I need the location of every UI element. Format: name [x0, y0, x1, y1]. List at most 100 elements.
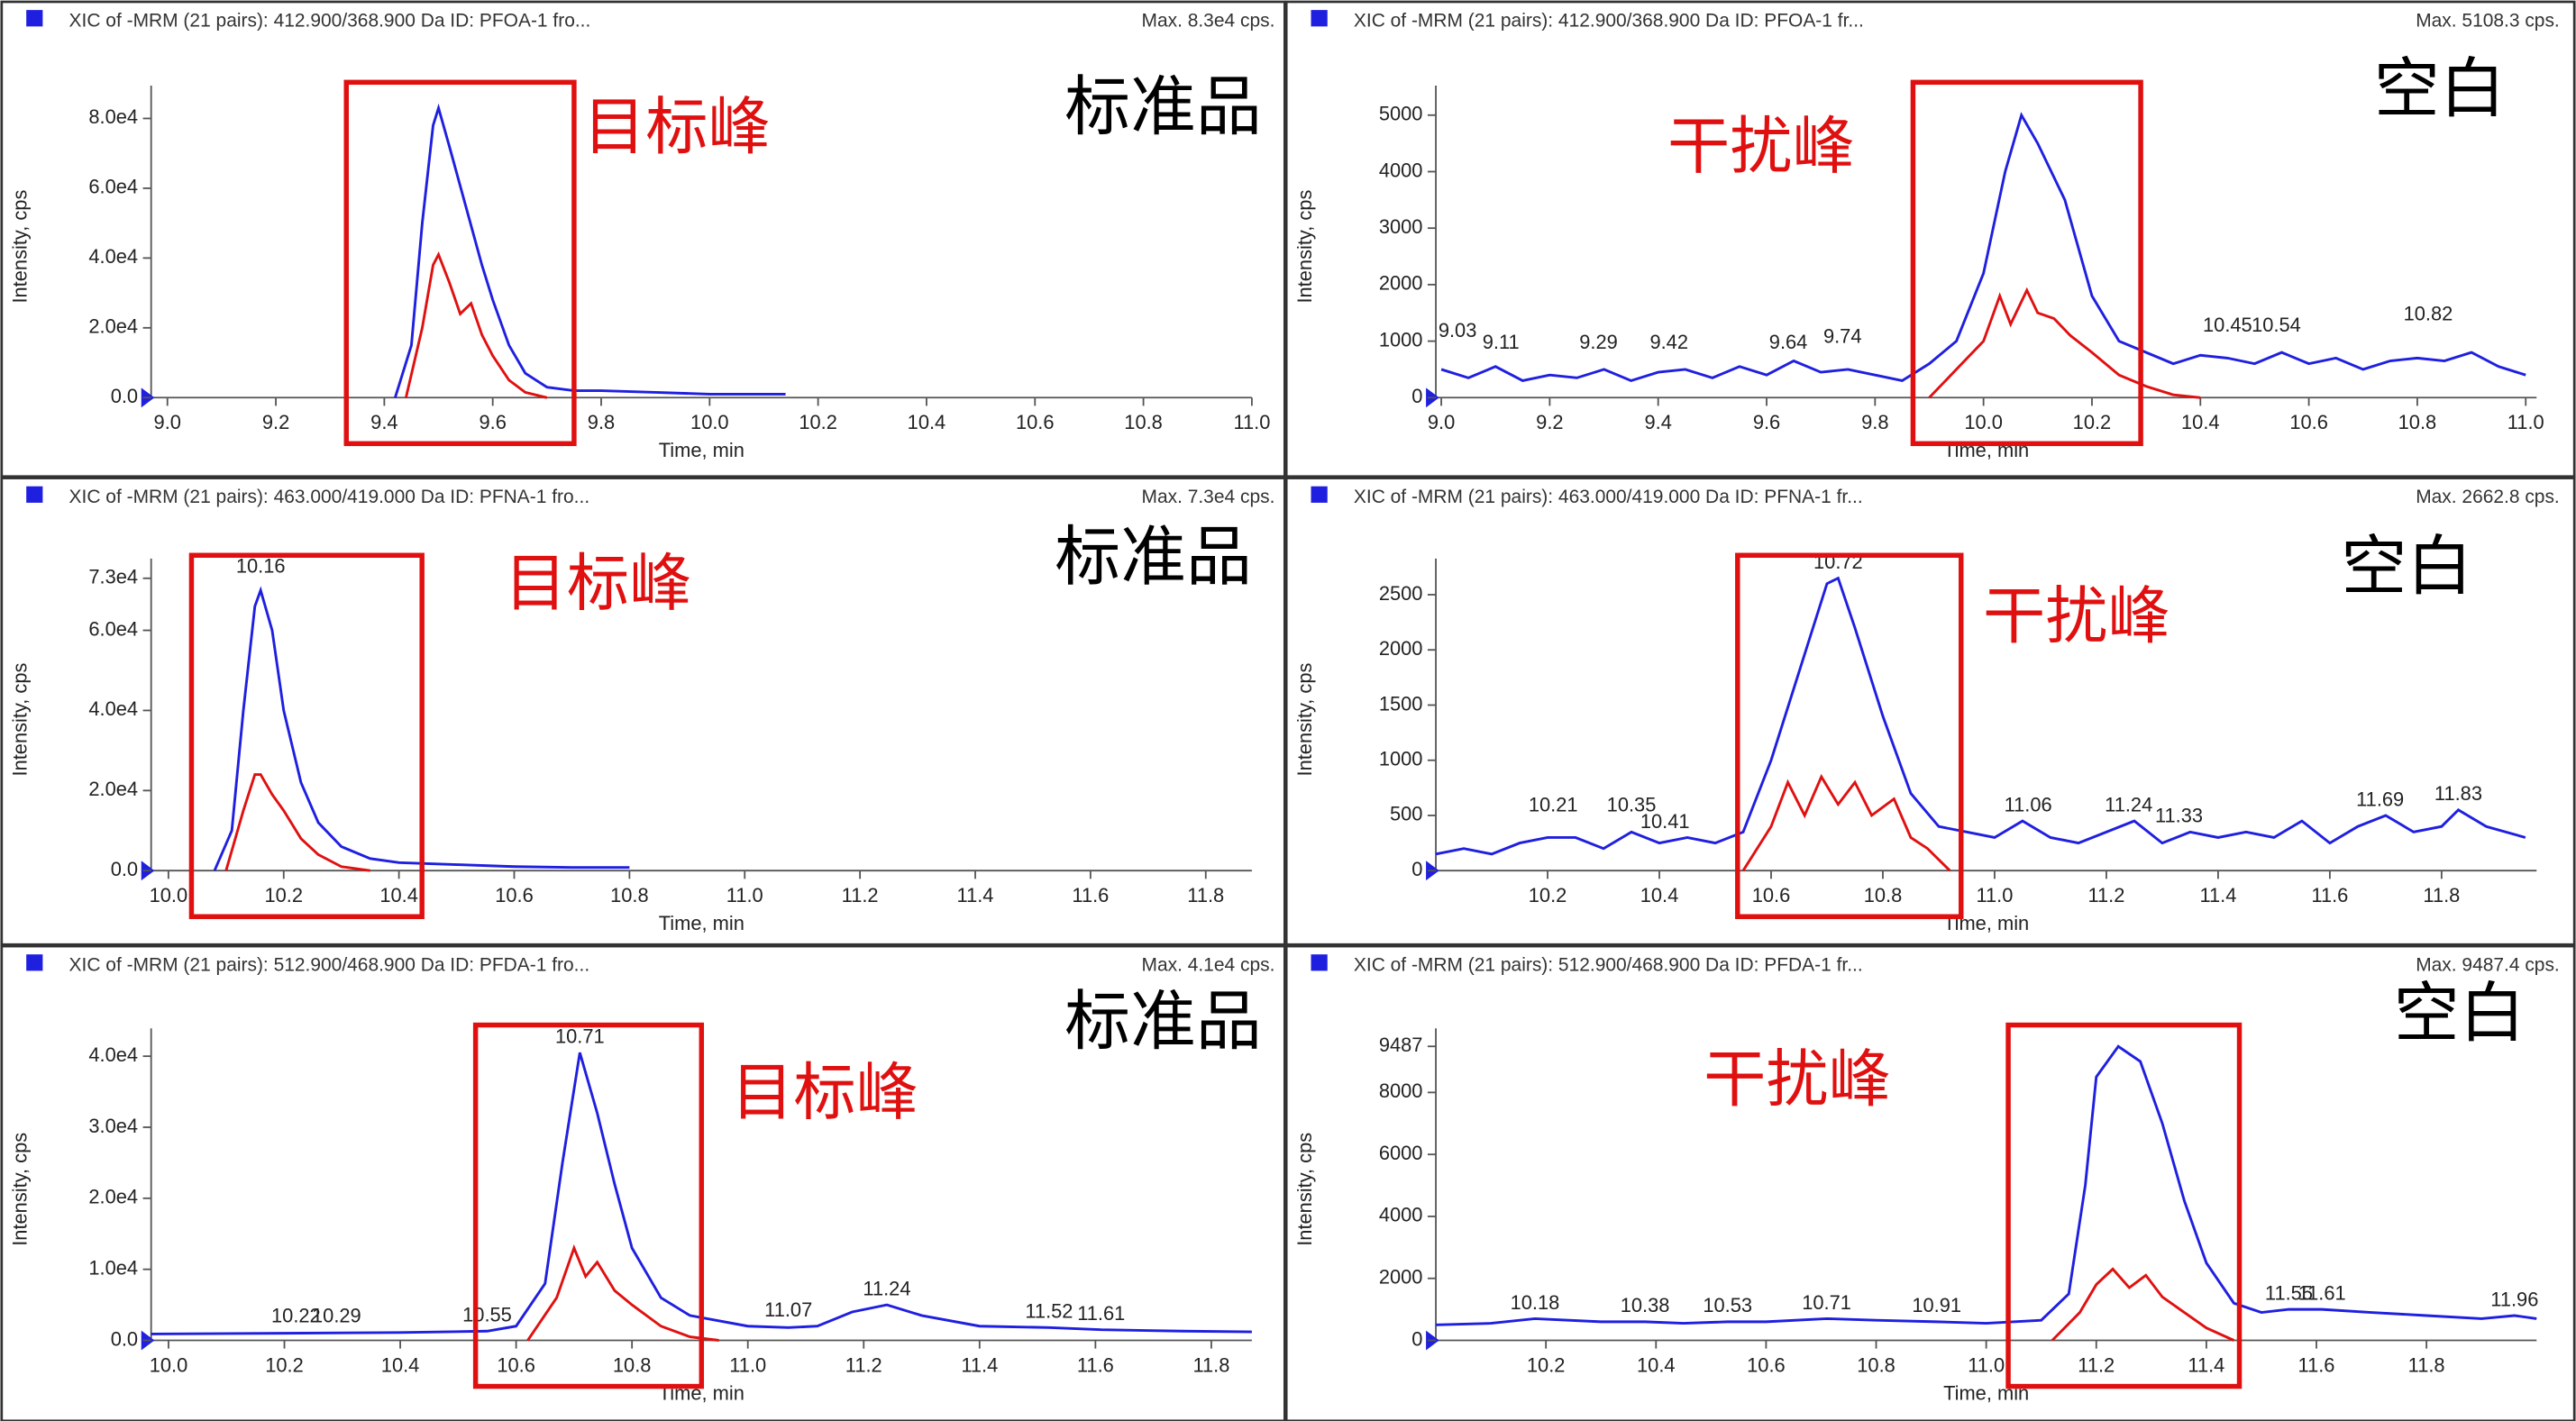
series-line [1435, 576, 2526, 856]
y-tick-label: 4000 [1379, 159, 1423, 181]
peak-label: 10.21 [1529, 793, 1578, 815]
y-axis-label: Intensity, cps [8, 1133, 31, 1246]
x-tick-label: 10.4 [1637, 1353, 1676, 1376]
highlight-box [188, 552, 425, 919]
x-tick-label: 10.2 [265, 1353, 304, 1376]
peak-label: 9.11 [1483, 331, 1520, 353]
x-tick-label: 10.2 [799, 411, 837, 433]
peak-label: 9.03 [1439, 319, 1477, 342]
peak-label: 10.22 [271, 1304, 321, 1326]
x-tick-label: 10.0 [150, 1353, 188, 1376]
x-tick-label: 9.0 [1428, 411, 1455, 433]
series-line [1436, 1044, 2537, 1326]
x-tick-label: 11.0 [1233, 411, 1270, 433]
series-line [1741, 773, 1951, 872]
highlight-label: 目标峰 [505, 548, 692, 618]
y-tick-label: 2.0e4 [88, 778, 138, 800]
sample-label: 标准品 [1055, 521, 1252, 594]
panel-icon [1311, 486, 1328, 503]
x-tick-label: 10.6 [2289, 411, 2328, 433]
x-tick-label: 11.0 [729, 1353, 766, 1376]
panel-frame [0, 477, 1286, 946]
series-line [151, 1052, 1252, 1335]
y-axis-label: Intensity, cps [1293, 662, 1316, 776]
y-tick-label: 1000 [1379, 328, 1423, 351]
x-tick-label: 10.0 [1964, 411, 2003, 433]
peak-label: 10.45 [2203, 314, 2252, 336]
x-tick-label: 10.4 [379, 884, 418, 906]
y-tick-label: 4.0e4 [88, 1043, 138, 1066]
y-tick-label: 3.0e4 [88, 1115, 138, 1137]
max-label: Max. 4.1e4 cps. [1141, 954, 1274, 975]
peak-label: 11.24 [863, 1277, 910, 1299]
peak-label: 11.96 [2490, 1288, 2538, 1310]
series-line [394, 103, 786, 398]
y-tick-label: 3000 [1379, 215, 1423, 238]
y-tick-label: 4000 [1379, 1204, 1423, 1226]
x-tick-label: 10.2 [264, 884, 303, 906]
x-tick-label: 11.6 [1077, 1353, 1114, 1376]
x-tick-label: 11.0 [2507, 411, 2544, 433]
x-tick-label: 10.0 [150, 884, 188, 906]
max-label: Max. 8.3e4 cps. [1141, 10, 1274, 31]
peak-label: 11.83 [2434, 782, 2482, 805]
x-tick-label: 11.8 [1192, 1353, 1229, 1376]
peak-label: 11.06 [2005, 793, 2052, 815]
peak-label: 9.64 [1769, 331, 1808, 353]
x-tick-label: 10.4 [908, 411, 946, 433]
panel-icon [26, 10, 43, 27]
x-tick-label: 10.2 [1527, 1353, 1566, 1376]
panel-title: XIC of -MRM (21 pairs): 463.000/419.000 … [69, 487, 590, 507]
peak-label: 11.61 [2298, 1281, 2346, 1304]
y-tick-label: 0.0 [111, 858, 138, 880]
peak-label: 9.74 [1823, 324, 1862, 347]
y-tick-label: 0.0 [111, 385, 138, 407]
y-tick-label: 2000 [1379, 637, 1423, 660]
max-label: Max. 7.3e4 cps. [1141, 487, 1274, 507]
x-tick-label: 11.2 [842, 884, 879, 906]
x-tick-label: 11.8 [2408, 1353, 2445, 1376]
sample-label: 标准品 [1064, 70, 1262, 143]
series-line [224, 773, 370, 872]
x-tick-label: 10.8 [1124, 411, 1163, 433]
panel-title: XIC of -MRM (21 pairs): 512.900/468.900 … [69, 954, 590, 975]
highlight-box [1910, 79, 2143, 447]
y-axis-label: Intensity, cps [8, 662, 31, 776]
peak-label: 11.69 [2356, 788, 2404, 810]
x-tick-label: 10.6 [497, 1353, 535, 1376]
peak-label: 11.24 [2105, 793, 2152, 815]
panel-frame [1284, 477, 2576, 946]
y-tick-label: 1.0e4 [88, 1256, 138, 1279]
panel-icon [26, 486, 43, 503]
panel-frame [0, 0, 1286, 478]
x-tick-label: 11.6 [1072, 884, 1109, 906]
peak-label: 9.42 [1649, 331, 1688, 353]
y-tick-label: 8.0e4 [88, 105, 138, 128]
panel-title: XIC of -MRM (21 pairs): 412.900/368.900 … [1354, 10, 1864, 31]
x-tick-label: 10.6 [1016, 411, 1055, 433]
peak-label: 11.61 [1077, 1302, 1125, 1325]
series-line [526, 1243, 719, 1342]
peak-label: 11.55 [2265, 1281, 2313, 1304]
x-tick-label: 10.6 [1747, 1353, 1786, 1376]
y-axis-label: Intensity, cps [8, 190, 31, 304]
x-tick-label: 9.8 [1861, 411, 1888, 433]
y-tick-label: 2.0e4 [88, 1186, 138, 1208]
x-tick-label: 11.6 [2311, 884, 2348, 906]
panel-icon [1311, 10, 1328, 27]
y-tick-label: 5000 [1379, 103, 1423, 125]
peak-label: 10.71 [1802, 1291, 1851, 1314]
x-tick-label: 10.4 [2181, 411, 2220, 433]
x-tick-label: 11.0 [1976, 884, 2013, 906]
highlight-label: 干扰峰 [1704, 1043, 1891, 1114]
y-tick-label: 4.0e4 [88, 245, 138, 268]
x-tick-label: 9.6 [479, 411, 506, 433]
y-tick-label: 6.0e4 [88, 617, 138, 640]
x-axis-label: Time, min [659, 912, 744, 934]
x-axis-label: Time, min [659, 439, 744, 461]
peak-label: 9.29 [1579, 331, 1618, 353]
max-label: Max. 9487.4 cps. [2416, 954, 2560, 975]
x-tick-label: 11.8 [2423, 884, 2460, 906]
peak-label: 10.54 [2252, 314, 2301, 336]
